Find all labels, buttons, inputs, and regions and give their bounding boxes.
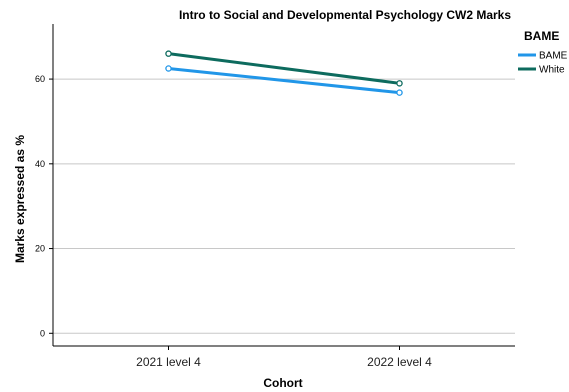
legend-items: BAME White (518, 51, 568, 76)
y-tick-label: 20 (35, 244, 45, 254)
series-lines (165, 50, 403, 96)
chart-title: Intro to Social and Developmental Psycho… (179, 8, 511, 22)
legend-title: BAME (524, 29, 559, 43)
data-point-white (396, 80, 403, 87)
x-axis-ticks: 2021 level 4 2022 level 4 (136, 346, 432, 369)
y-axis-ticks: 0 20 40 60 (35, 74, 53, 338)
y-axis-label: Marks expressed as % (13, 135, 27, 263)
data-point-bame (165, 65, 172, 72)
y-tick-label: 40 (35, 159, 45, 169)
legend: BAME BAME White (518, 29, 568, 76)
x-axis-label: Cohort (263, 376, 302, 390)
series-line-white (168, 52, 400, 85)
x-tick-label: 2022 level 4 (367, 355, 432, 369)
gridlines (53, 78, 515, 334)
x-tick-label: 2021 level 4 (136, 355, 201, 369)
series-line-bame (168, 66, 400, 95)
y-tick-label: 60 (35, 74, 45, 84)
legend-entry: White (539, 65, 565, 76)
data-point-white (165, 50, 172, 57)
y-tick-label: 0 (40, 328, 45, 338)
legend-entry: BAME (539, 51, 568, 62)
data-point-bame (396, 89, 403, 96)
